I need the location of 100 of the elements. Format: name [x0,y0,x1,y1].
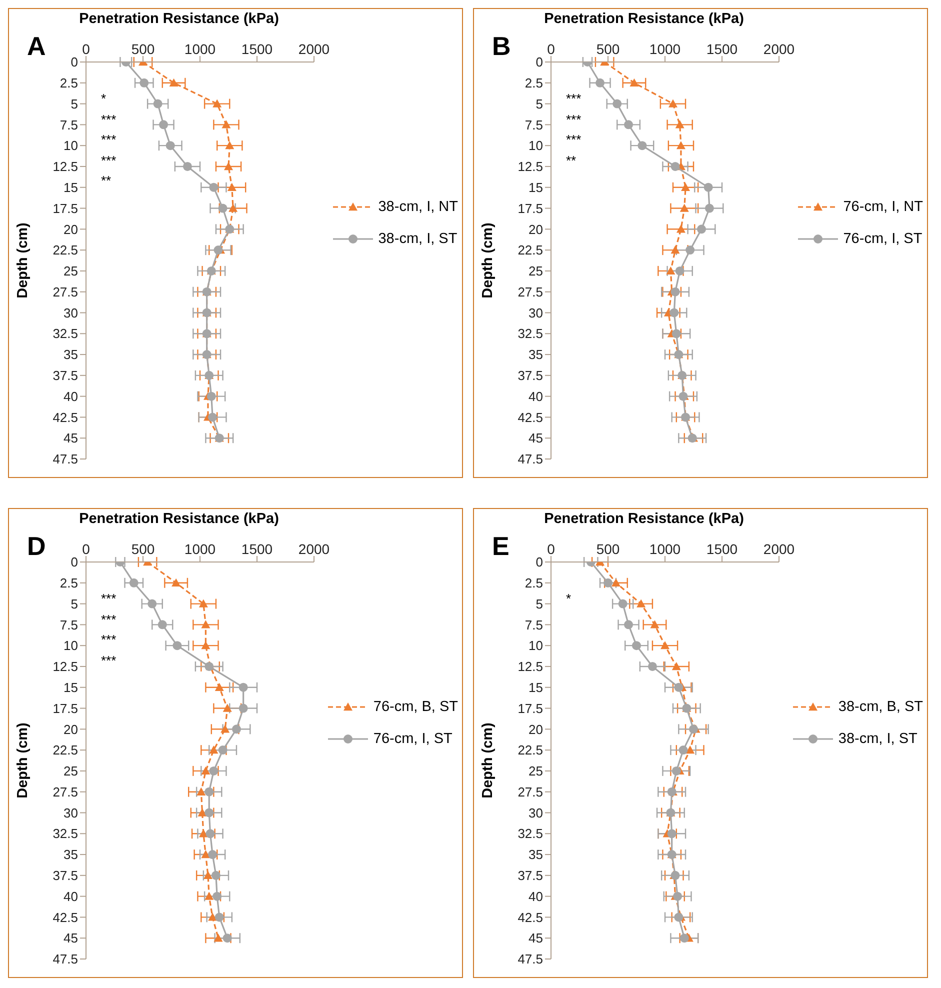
point [696,224,706,234]
point [680,204,689,212]
point [612,99,622,108]
point [618,599,628,608]
y-axis-title: Depth (cm) [15,222,32,298]
y-tick-label: 25 [64,264,78,279]
y-tick-label: 45 [528,430,543,446]
point [222,120,231,128]
point [672,766,681,776]
legend-label: 76-cm, B, ST [373,699,458,715]
point [666,266,676,275]
y-tick-label: 0 [536,54,543,70]
y-tick-label: 22.5 [52,742,78,758]
point [129,578,138,588]
point [678,746,688,755]
y-tick-label: 37.5 [518,868,543,884]
x-tick-label: 0 [82,41,90,57]
point [198,808,207,816]
y-tick-label: 17.5 [52,700,78,716]
y-tick-label: 27.5 [52,284,78,300]
point [212,99,222,108]
point [206,392,216,401]
point [672,662,681,670]
y-tick-label: 47.5 [52,952,78,967]
y-tick-label: 15 [528,180,543,195]
x-axis-title: Penetration Resistance (kPa) [543,11,745,27]
y-tick-label: 20 [64,722,78,737]
point [680,934,689,943]
point [204,787,214,796]
y-tick-label: 15 [64,180,78,195]
y-tick-label: 45 [64,430,78,446]
y-tick-label: 5 [536,596,543,612]
x-tick-label: 1000 [649,541,681,557]
y-tick-label: 2.5 [60,576,78,591]
text: *** [566,132,582,148]
point [632,641,641,650]
text: ** [566,152,576,168]
y-tick-label: 7.5 [60,617,78,632]
point [227,182,236,191]
x-tick-label: 1500 [241,541,273,557]
y-tick-label: 15 [528,680,543,695]
x-tick-label: 1500 [706,41,738,57]
legend-label: 38-cm, I, NT [378,199,458,215]
point [201,620,210,628]
point [198,829,208,838]
point [676,224,686,233]
point [218,746,228,755]
legend-label: 76-cm, I, ST [373,731,452,747]
point [204,892,214,900]
y-tick-label: 25 [528,264,543,279]
point [650,620,660,628]
point [208,912,218,921]
significance-notes: * [566,590,572,608]
point [686,246,695,255]
y-tick-label: 47.5 [518,452,543,467]
y-axis-title: Depth (cm) [480,222,496,298]
y-tick-label: 42.5 [52,410,78,425]
point [676,141,686,150]
y-tick-label: 15 [64,680,78,695]
point [158,620,167,630]
point [670,246,680,254]
point [604,578,612,588]
text: ** [101,173,112,188]
point [208,412,218,422]
chart-title: A [27,31,46,62]
point [201,850,210,858]
y-tick-label: 25 [528,764,543,779]
point [196,787,206,796]
legend-label: 76-cm, I, NT [843,199,923,215]
y-tick-label: 37.5 [518,368,543,384]
y-tick-label: 7.5 [60,117,78,132]
x-axis-title: Penetration Resistance (kPa) [78,511,280,527]
x-tick-label: 2000 [298,41,330,57]
text: *** [101,132,116,148]
y-tick-label: 20 [64,222,78,237]
x-tick-label: 2000 [763,541,795,557]
point [624,120,634,130]
point [675,266,684,276]
point [208,850,218,860]
y-tick-label: 17.5 [518,700,543,716]
chart-title: B [492,31,511,62]
point [675,120,684,128]
x-tick-label: 500 [131,41,155,57]
text: **** [101,91,116,127]
point [225,141,234,150]
point [153,99,162,108]
point [201,766,210,775]
y-tick-label: 0 [70,554,78,570]
text: *** [101,591,116,606]
point [214,246,223,255]
point [212,892,222,901]
point [624,620,634,630]
point [198,599,208,608]
point [172,578,181,586]
point [238,704,248,713]
point [209,746,218,754]
text: *** [566,91,582,106]
point [172,641,182,650]
x-tick-label: 500 [131,541,155,557]
text: *** [101,612,116,627]
